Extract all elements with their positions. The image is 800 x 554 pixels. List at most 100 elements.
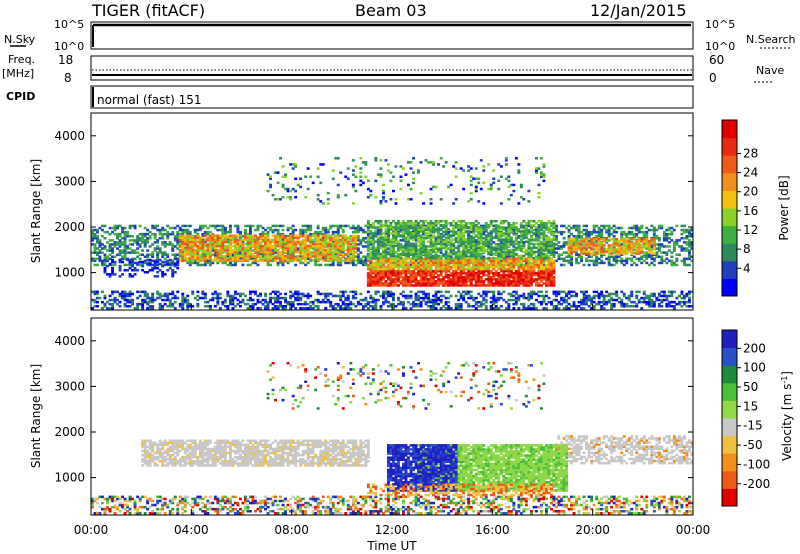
echo-cell xyxy=(422,263,425,267)
echo-cell xyxy=(346,238,350,242)
echo-cell xyxy=(429,230,433,234)
echo-cell xyxy=(96,290,99,294)
echo-cell xyxy=(630,294,634,298)
echo-cell xyxy=(271,257,275,261)
echo-cell xyxy=(602,307,606,310)
echo-cell xyxy=(259,249,262,252)
echo-cell xyxy=(635,226,639,230)
echo-cell xyxy=(239,242,242,246)
echo-cell xyxy=(141,253,145,256)
echo-cell xyxy=(522,292,526,296)
echo-cell xyxy=(261,248,265,252)
echo-cell xyxy=(688,292,691,296)
echo-cell xyxy=(454,278,458,281)
echo-cell xyxy=(640,224,644,228)
echo-cell xyxy=(582,294,586,298)
echo-cell xyxy=(246,298,250,302)
echo-cell xyxy=(412,267,415,271)
echo-cell xyxy=(226,239,230,242)
echo-cell xyxy=(632,250,636,253)
echo-cell xyxy=(464,290,468,294)
echo-cell xyxy=(417,269,420,273)
echo-cell xyxy=(319,244,323,248)
echo-cell xyxy=(91,251,94,254)
echo-cell xyxy=(336,305,340,308)
echo-cell xyxy=(324,255,328,258)
echo-cell xyxy=(514,296,518,300)
echo-cell xyxy=(487,284,491,287)
echo-cell xyxy=(239,246,242,250)
echo-cell xyxy=(477,274,481,277)
echo-cell xyxy=(439,274,443,277)
echo-cell xyxy=(437,280,440,283)
echo-cell xyxy=(595,257,599,261)
echo-cell xyxy=(216,253,220,256)
echo-cell xyxy=(522,232,526,236)
echo-cell xyxy=(296,240,300,244)
echo-cell xyxy=(597,294,601,298)
echo-cell xyxy=(432,302,435,306)
echo-cell xyxy=(281,224,285,228)
echo-cell xyxy=(329,305,333,308)
echo-cell xyxy=(562,307,566,310)
echo-cell xyxy=(412,278,415,281)
echo-cell xyxy=(407,257,410,261)
echo-cell xyxy=(369,282,373,285)
echo-cell xyxy=(254,248,257,252)
echo-cell xyxy=(166,232,170,236)
echo-cell xyxy=(397,265,400,269)
echo-cell xyxy=(203,248,207,252)
echo-cell xyxy=(660,224,664,228)
echo-cell xyxy=(91,235,94,238)
echo-cell xyxy=(376,298,380,302)
echo-cell xyxy=(424,300,428,304)
echo-cell xyxy=(615,290,619,294)
echo-cell xyxy=(256,300,260,304)
echo-cell xyxy=(264,232,267,236)
echo-cell xyxy=(419,237,423,240)
echo-cell xyxy=(497,292,501,296)
echo-cell xyxy=(469,305,473,308)
echo-cell xyxy=(229,261,232,265)
echo-cell xyxy=(592,250,596,253)
echo-cell xyxy=(492,284,496,287)
station-title: TIGER (fitACF) xyxy=(91,1,205,20)
echo-cell xyxy=(675,239,679,242)
echo-cell xyxy=(522,241,526,244)
echo-cell xyxy=(241,244,245,248)
echo-cell xyxy=(412,261,415,265)
echo-cell xyxy=(239,255,242,258)
echo-cell xyxy=(158,302,162,306)
echo-cell xyxy=(512,307,516,310)
echo-cell xyxy=(116,290,119,294)
echo-cell xyxy=(379,261,383,265)
echo-cell xyxy=(241,263,245,267)
echo-cell xyxy=(173,245,177,248)
echo-cell xyxy=(326,246,330,250)
echo-cell xyxy=(572,246,576,249)
echo-cell xyxy=(397,243,400,246)
echo-cell xyxy=(259,255,262,258)
echo-cell xyxy=(161,294,165,298)
echo-cell xyxy=(319,240,323,244)
echo-cell xyxy=(261,250,265,254)
echo-cell xyxy=(572,294,576,298)
echo-cell xyxy=(532,307,536,310)
echo-cell xyxy=(612,224,616,228)
echo-cell xyxy=(517,241,521,244)
echo-cell xyxy=(259,240,262,244)
echo-cell xyxy=(321,255,325,258)
echo-cell xyxy=(474,282,478,285)
echo-cell xyxy=(585,235,588,238)
echo-cell xyxy=(542,300,546,304)
echo-cell xyxy=(605,294,609,298)
echo-cell xyxy=(489,265,493,269)
echo-cell xyxy=(279,234,282,237)
echo-cell xyxy=(181,236,185,240)
echo-cell xyxy=(121,255,124,258)
echo-cell xyxy=(387,265,390,269)
echo-cell xyxy=(346,242,350,246)
echo-cell xyxy=(585,290,588,294)
echo-cell xyxy=(234,224,237,228)
echo-cell xyxy=(442,280,446,283)
